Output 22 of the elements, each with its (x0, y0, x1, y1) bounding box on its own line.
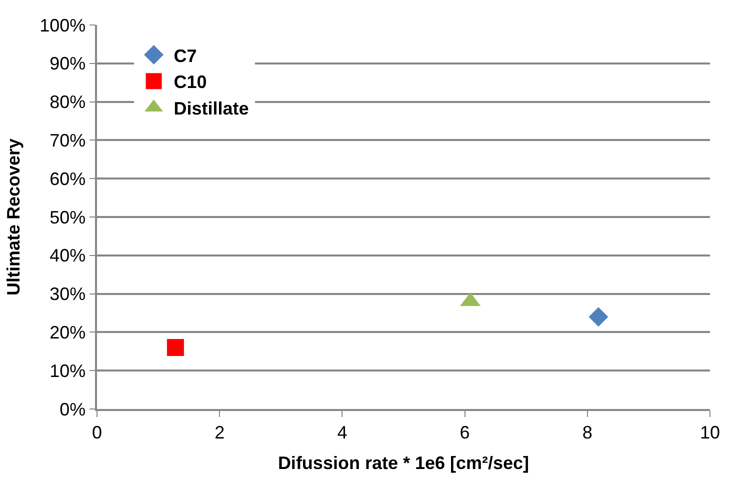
y-tick-label: 70% (50, 130, 86, 150)
x-tick-label: 8 (582, 422, 592, 442)
legend-label: C10 (174, 72, 207, 92)
y-tick-label: 80% (50, 92, 86, 112)
x-tick-label: 6 (460, 422, 470, 442)
y-tick-label: 40% (50, 246, 86, 266)
y-tick-label: 30% (50, 284, 86, 304)
legend-label: C7 (174, 46, 197, 66)
y-axis-title: Ultimate Recovery (3, 138, 24, 296)
x-tick-label: 4 (337, 422, 348, 442)
x-axis-title: Difussion rate * 1e6 [cm²/sec] (278, 452, 530, 473)
y-tick-label: 100% (40, 15, 86, 36)
y-tick-label: 20% (50, 322, 86, 342)
x-tick-label: 10 (700, 422, 720, 442)
x-tick-label: 2 (214, 422, 225, 442)
y-tick-label: 50% (50, 207, 86, 228)
y-tick-label: 10% (50, 360, 86, 381)
y-tick-label: 90% (50, 54, 86, 74)
y-tick-label: 0% (60, 399, 86, 420)
legend-label: Distillate (174, 98, 249, 119)
y-tick-label: 60% (50, 168, 86, 189)
x-tick-label: 0 (92, 422, 102, 442)
